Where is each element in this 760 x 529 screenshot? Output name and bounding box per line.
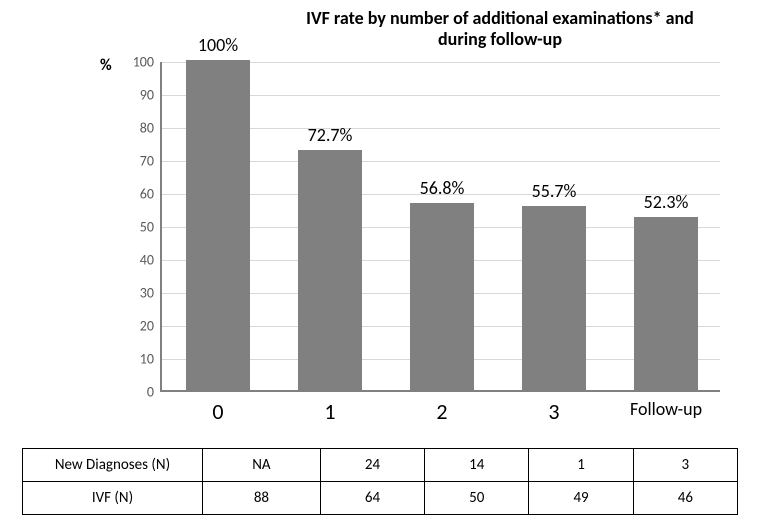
x-tick-label: 2 bbox=[436, 398, 447, 425]
y-tick-label: 20 bbox=[124, 318, 154, 335]
y-tick-label: 50 bbox=[124, 219, 154, 236]
bar-value-label: 72.7% bbox=[308, 124, 353, 146]
bar: 55.7% bbox=[522, 206, 587, 390]
y-axis-unit: % bbox=[100, 56, 112, 75]
table-cell: 1 bbox=[529, 449, 633, 482]
table-cell: 3 bbox=[633, 449, 737, 482]
y-tick-label: 100 bbox=[124, 54, 154, 71]
y-tick-label: 60 bbox=[124, 186, 154, 203]
y-tick-label: 0 bbox=[124, 384, 154, 401]
bar-value-label: 52.3% bbox=[644, 191, 689, 213]
x-tick-label: 3 bbox=[548, 398, 559, 425]
bar: 52.3% bbox=[634, 217, 699, 390]
bar: 56.8% bbox=[410, 203, 475, 390]
table-cell: 14 bbox=[425, 449, 529, 482]
table-row: IVF (N)8864504946 bbox=[23, 482, 738, 515]
x-tick-label: Follow-up bbox=[630, 398, 702, 420]
table-row: New Diagnoses (N)NA241413 bbox=[23, 449, 738, 482]
y-tick-label: 90 bbox=[124, 87, 154, 104]
y-tick-label: 40 bbox=[124, 252, 154, 269]
row-header: New Diagnoses (N) bbox=[23, 449, 203, 482]
table-cell: 50 bbox=[425, 482, 529, 515]
bar: 72.7% bbox=[298, 150, 363, 390]
bar-value-label: 55.7% bbox=[532, 180, 577, 202]
chart-title: IVF rate by number of additional examina… bbox=[300, 8, 700, 49]
table-cell: 46 bbox=[633, 482, 737, 515]
y-tick-label: 10 bbox=[124, 351, 154, 368]
bar-value-label: 100% bbox=[198, 34, 238, 56]
data-table: New Diagnoses (N)NA241413IVF (N)88645049… bbox=[22, 448, 738, 515]
table-cell: 88 bbox=[203, 482, 321, 515]
bar-value-label: 56.8% bbox=[420, 177, 465, 199]
y-tick-label: 70 bbox=[124, 153, 154, 170]
bar: 100% bbox=[186, 60, 251, 390]
plot-area: 0102030405060708090100100%072.7%156.8%25… bbox=[160, 62, 720, 392]
x-tick-label: 1 bbox=[324, 398, 335, 425]
table-cell: NA bbox=[203, 449, 321, 482]
table-cell: 49 bbox=[529, 482, 633, 515]
container: IVF rate by number of additional examina… bbox=[0, 0, 760, 529]
table-cell: 64 bbox=[320, 482, 424, 515]
chart-area: IVF rate by number of additional examina… bbox=[0, 0, 760, 445]
y-tick-label: 80 bbox=[124, 120, 154, 137]
row-header: IVF (N) bbox=[23, 482, 203, 515]
table-cell: 24 bbox=[320, 449, 424, 482]
x-tick-label: 0 bbox=[212, 398, 223, 425]
y-tick-label: 30 bbox=[124, 285, 154, 302]
